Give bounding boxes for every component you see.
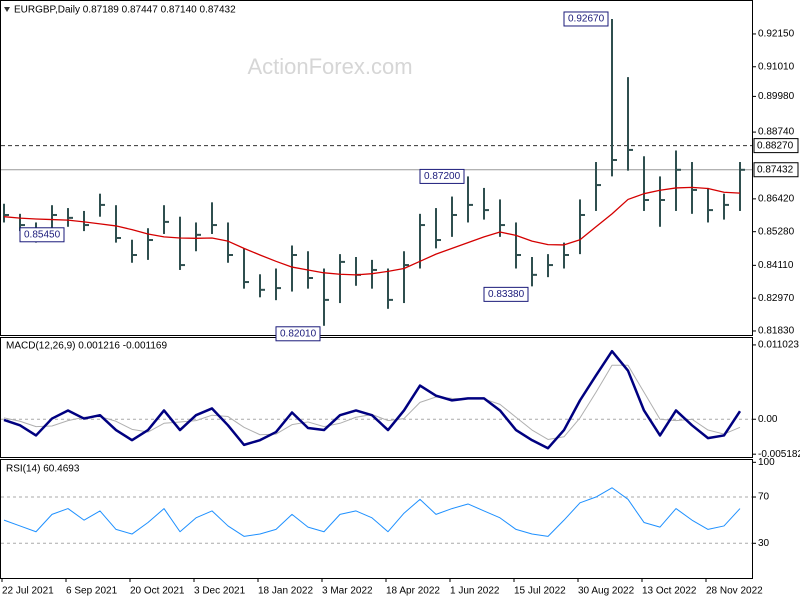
indicator-line [3, 487, 741, 537]
indicator-line [3, 349, 742, 450]
y-tick-label: 0.85280 [758, 226, 795, 237]
annotation-box [419, 168, 465, 184]
y-tick-label: 100 [758, 457, 775, 468]
y-tick-label: 0.81830 [758, 326, 795, 337]
annotation-box [19, 227, 65, 243]
x-tick-label: 1 Jun 2022 [450, 586, 500, 597]
rsi-panel [0, 459, 753, 579]
price-level-label: 0.87432 [757, 164, 794, 175]
annotation-label: 0.87200 [424, 171, 461, 182]
macd-panel [0, 337, 753, 458]
x-tick-label: 28 Nov 2022 [706, 586, 763, 597]
x-tick-label: 3 Mar 2022 [322, 586, 373, 597]
annotation-label: 0.83380 [488, 289, 525, 300]
annotation-box [563, 11, 609, 27]
x-tick-label: 20 Oct 2021 [130, 586, 185, 597]
y-tick-label: 0.88740 [758, 127, 795, 138]
y-tick-label: 0.91010 [758, 61, 795, 72]
macd-title: MACD(12,26,9) 0.001216 -0.001169 [6, 341, 167, 352]
y-tick-label: 0.82970 [758, 293, 795, 304]
y-tick-label: 0.84110 [758, 260, 794, 271]
x-tick-label: 15 Jul 2022 [514, 586, 566, 597]
y-tick-label: -0.005182 [758, 449, 800, 460]
price-panel [0, 0, 753, 336]
price-level-box [753, 162, 799, 178]
x-tick-label: 18 Apr 2022 [386, 586, 440, 597]
x-tick-label: 22 Jul 2021 [2, 586, 54, 597]
x-tick-label: 13 Oct 2022 [642, 586, 697, 597]
y-tick-label: 30 [758, 538, 770, 549]
annotation-label: 0.85450 [24, 229, 61, 240]
y-tick-label: 0.011023 [758, 340, 799, 351]
x-tick-label: 18 Jan 2022 [258, 586, 313, 597]
annotation-label: 0.82010 [280, 328, 317, 339]
price-level-label: 0.88270 [757, 140, 794, 151]
y-tick-label: 0.86420 [758, 194, 795, 205]
price-level-box [753, 138, 799, 154]
y-tick-label: 70 [758, 492, 770, 503]
symbol-icon [4, 7, 10, 12]
y-tick-label: 0.89980 [758, 91, 795, 102]
annotation-label: 0.92670 [568, 14, 605, 25]
x-tick-label: 3 Dec 2021 [194, 586, 246, 597]
chart-title: EURGBP,Daily 0.87189 0.87447 0.87140 0.8… [14, 5, 236, 16]
y-tick-label: 0.92150 [758, 29, 795, 40]
x-tick-label: 6 Sep 2021 [66, 586, 118, 597]
y-tick-label: 0.00 [758, 414, 778, 425]
watermark: ActionForex.com [247, 54, 412, 79]
rsi-title: RSI(14) 60.4693 [6, 464, 80, 475]
annotation-box [275, 326, 321, 342]
annotation-box [483, 286, 529, 302]
x-tick-label: 30 Aug 2022 [578, 586, 635, 597]
indicator-line [3, 186, 741, 276]
